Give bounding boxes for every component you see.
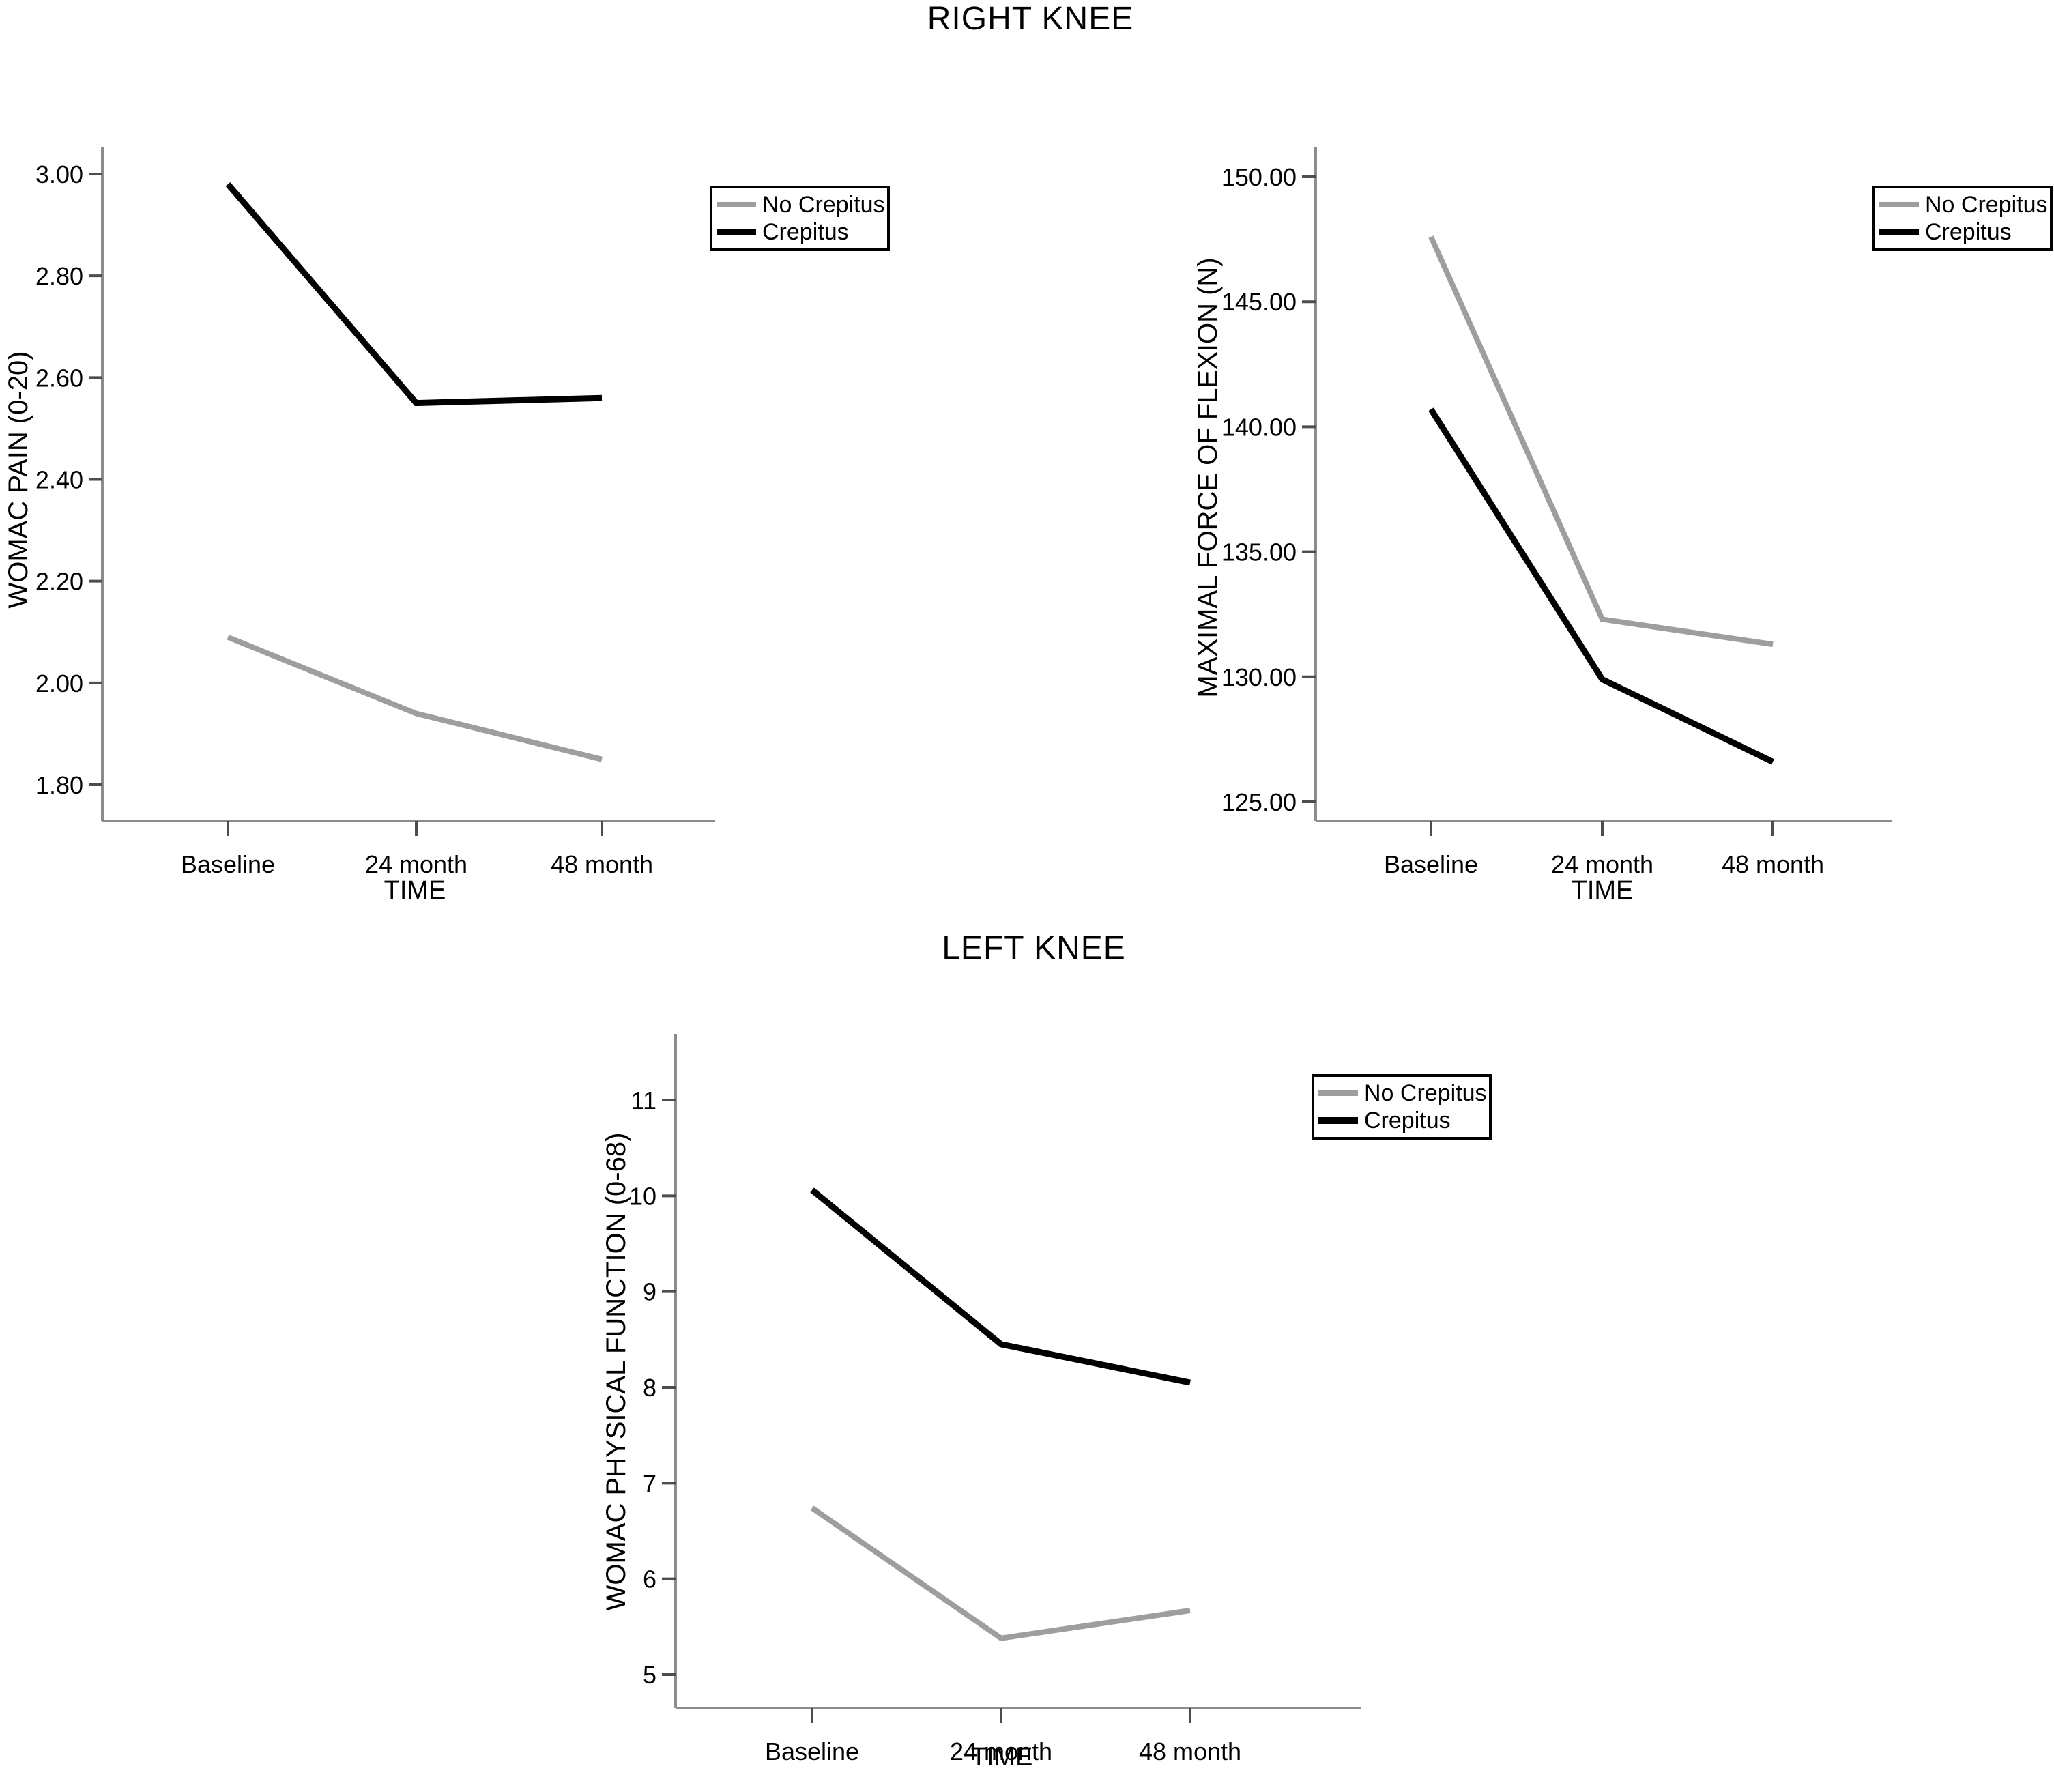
maximal-force-y-axis-label: MAXIMAL FORCE OF FLEXION (N) xyxy=(1193,257,1223,698)
left-knee-womac-physical-function-x-tick-label: 24 month xyxy=(950,1737,1052,1765)
legend-row-crepitus: Crepitus xyxy=(1879,218,2046,246)
left-knee-title: LEFT KNEE xyxy=(942,930,1126,966)
legend-label-no-crepitus: No Crepitus xyxy=(1925,192,2048,218)
right-knee-maximal-force-of-flexion-y-tick-label: 145.00 xyxy=(1221,288,1297,316)
left-knee-womac-physical-function-no-crepitus-line xyxy=(810,1505,1191,1641)
right-knee-womac-pain-x-tick-label: Baseline xyxy=(181,850,275,878)
legend-row-crepitus: Crepitus xyxy=(1318,1107,1485,1134)
legend-womac-pain: No Crepitus Crepitus xyxy=(710,186,890,251)
legend-womac-physical-function: No Crepitus Crepitus xyxy=(1312,1074,1492,1140)
right-knee-womac-pain-x-tick-label: 48 month xyxy=(551,850,653,878)
maximal-force-x-axis-label: TIME xyxy=(1571,876,1634,905)
right-knee-womac-pain-y-tick-label: 2.60 xyxy=(35,364,83,392)
right-knee-womac-pain-y-tick-label: 1.80 xyxy=(35,771,83,799)
right-knee-maximal-force-of-flexion-no-crepitus-line xyxy=(1428,235,1774,648)
left-knee-womac-physical-function-y-tick-label: 11 xyxy=(631,1086,656,1114)
legend-row-no-crepitus: No Crepitus xyxy=(1879,191,2048,218)
right-knee-womac-pain-y-tick-label: 3.00 xyxy=(35,160,83,188)
right-knee-maximal-force-of-flexion-x-tick-label: 48 month xyxy=(1722,850,1824,878)
right-knee-womac-pain-no-crepitus-line xyxy=(227,634,603,762)
right-knee-womac-pain-x-tick-label: 24 month xyxy=(365,850,467,878)
crepitus-line-swatch xyxy=(1879,229,1919,235)
left-knee-womac-physical-function-x-tick-label: Baseline xyxy=(765,1737,859,1765)
left-knee-womac-physical-function-y-tick-label: 7 xyxy=(643,1469,656,1497)
womac-physical-function-x-axis-label: TIME xyxy=(970,1743,1033,1772)
left-knee-womac-physical-function-y-tick-label: 8 xyxy=(643,1374,656,1402)
left-knee-womac-physical-function-x-tick-label: 48 month xyxy=(1139,1737,1241,1765)
right-knee-womac-pain-y-tick-label: 2.20 xyxy=(35,568,83,596)
crepitus-line-swatch xyxy=(1318,1117,1358,1124)
left-knee-womac-physical-function-y-tick-label: 5 xyxy=(643,1661,656,1689)
right-knee-maximal-force-of-flexion-y-tick-label: 130.00 xyxy=(1221,663,1297,691)
no-crepitus-line-swatch xyxy=(1318,1090,1358,1096)
left-knee-womac-physical-function-crepitus-line xyxy=(810,1187,1191,1386)
womac-pain-x-axis-label: TIME xyxy=(384,876,446,905)
right-knee-maximal-force-of-flexion-y-tick-label: 125.00 xyxy=(1221,788,1297,816)
right-knee-maximal-force-of-flexion-y-tick-label: 150.00 xyxy=(1221,163,1297,191)
no-crepitus-line-swatch xyxy=(717,202,756,207)
right-knee-womac-pain-y-tick-label: 2.80 xyxy=(35,262,83,290)
no-crepitus-line-swatch xyxy=(1879,202,1919,207)
womac-pain-y-axis-label: WOMAC PAIN (0-20) xyxy=(3,351,33,609)
left-knee-womac-physical-function-y-tick-label: 9 xyxy=(643,1278,656,1306)
right-knee-title: RIGHT KNEE xyxy=(927,1,1134,37)
legend-row-no-crepitus: No Crepitus xyxy=(1318,1080,1487,1107)
left-knee-womac-physical-function-y-tick-label: 6 xyxy=(643,1565,656,1593)
crepitus-line-swatch xyxy=(717,229,756,235)
legend-label-crepitus: Crepitus xyxy=(762,219,849,245)
right-knee-maximal-force-of-flexion-y-tick-label: 140.00 xyxy=(1221,413,1297,441)
legend-label-no-crepitus: No Crepitus xyxy=(762,192,885,218)
right-knee-womac-pain-y-tick-label: 2.40 xyxy=(35,466,83,494)
left-knee-womac-physical-function-y-tick-label: 10 xyxy=(629,1182,656,1210)
legend-label-no-crepitus: No Crepitus xyxy=(1364,1080,1487,1106)
legend-row-no-crepitus: No Crepitus xyxy=(717,191,885,218)
right-knee-maximal-force-of-flexion-x-tick-label: Baseline xyxy=(1384,850,1478,878)
right-knee-maximal-force-of-flexion-y-tick-label: 135.00 xyxy=(1221,538,1297,566)
right-knee-womac-pain-y-tick-label: 2.00 xyxy=(35,669,83,697)
womac-physical-function-y-axis-label: WOMAC PHYSICAL FUNCTION (0-68) xyxy=(601,1132,631,1611)
right-knee-maximal-force-of-flexion-x-tick-label: 24 month xyxy=(1551,850,1653,878)
right-knee-maximal-force-of-flexion-crepitus-line xyxy=(1428,407,1774,765)
legend-row-crepitus: Crepitus xyxy=(717,218,883,246)
right-knee-womac-pain-crepitus-line xyxy=(225,182,603,407)
legend-maximal-force: No Crepitus Crepitus xyxy=(1872,186,2053,251)
legend-label-crepitus: Crepitus xyxy=(1364,1108,1451,1133)
legend-label-crepitus: Crepitus xyxy=(1925,219,2012,245)
